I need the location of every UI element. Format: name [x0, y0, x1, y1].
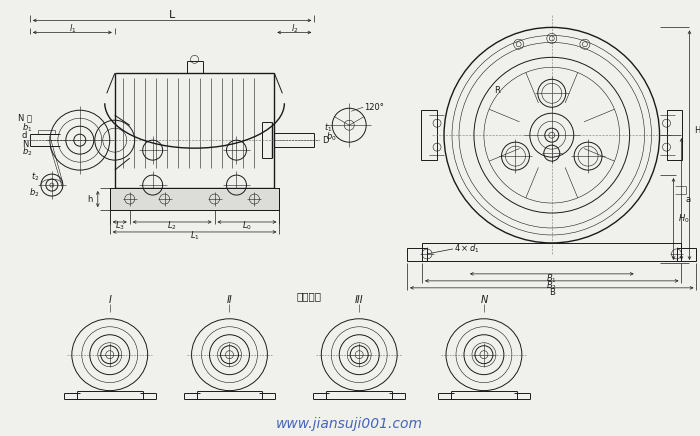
Text: R: R	[494, 86, 500, 95]
Text: $t_2$: $t_2$	[32, 171, 40, 184]
Text: $b_2$: $b_2$	[29, 187, 40, 199]
Text: $H_0$: $H_0$	[678, 213, 689, 225]
Bar	[421, 110, 437, 160]
Text: $4\times d_1$: $4\times d_1$	[454, 243, 480, 255]
Bar	[422, 243, 682, 261]
Text: $b_1$: $b_1$	[22, 122, 32, 134]
Text: $b_0$: $b_0$	[326, 131, 337, 143]
Text: $L_1$: $L_1$	[190, 230, 200, 242]
Text: 120°: 120°	[364, 103, 384, 112]
Text: N: N	[22, 140, 28, 149]
Text: D: D	[322, 136, 329, 145]
Text: N 向: N 向	[18, 114, 32, 123]
Bar	[666, 110, 682, 160]
Text: H: H	[694, 126, 700, 135]
Bar	[110, 188, 279, 210]
Text: $L_3$: $L_3$	[115, 220, 125, 232]
Bar	[407, 248, 427, 261]
Text: $b_2$: $b_2$	[22, 146, 32, 158]
Text: a: a	[685, 194, 691, 204]
Text: h: h	[88, 194, 93, 204]
Text: $t_1$: $t_1$	[324, 122, 332, 134]
Text: I: I	[108, 295, 111, 305]
Text: www.jiansuji001.com: www.jiansuji001.com	[276, 416, 423, 430]
Bar	[110, 188, 279, 210]
Text: $l_2$: $l_2$	[290, 22, 298, 35]
Text: $l_1$: $l_1$	[69, 22, 76, 35]
Text: B: B	[549, 288, 554, 297]
Text: $B_1$: $B_1$	[546, 272, 557, 285]
Text: L: L	[169, 10, 175, 20]
Text: d: d	[22, 131, 27, 140]
Text: N: N	[480, 295, 488, 305]
Text: $L_0$: $L_0$	[242, 220, 252, 232]
Text: $L_2$: $L_2$	[167, 220, 177, 232]
Text: III: III	[355, 295, 363, 305]
Text: $B_2$: $B_2$	[546, 279, 557, 292]
Text: II: II	[227, 295, 232, 305]
Text: 装配型式: 装配型式	[297, 291, 322, 301]
Bar	[676, 248, 696, 261]
